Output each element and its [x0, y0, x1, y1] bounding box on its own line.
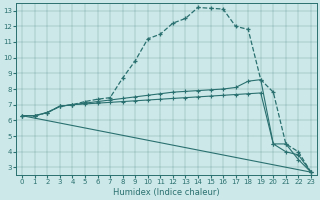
X-axis label: Humidex (Indice chaleur): Humidex (Indice chaleur) — [113, 188, 220, 197]
